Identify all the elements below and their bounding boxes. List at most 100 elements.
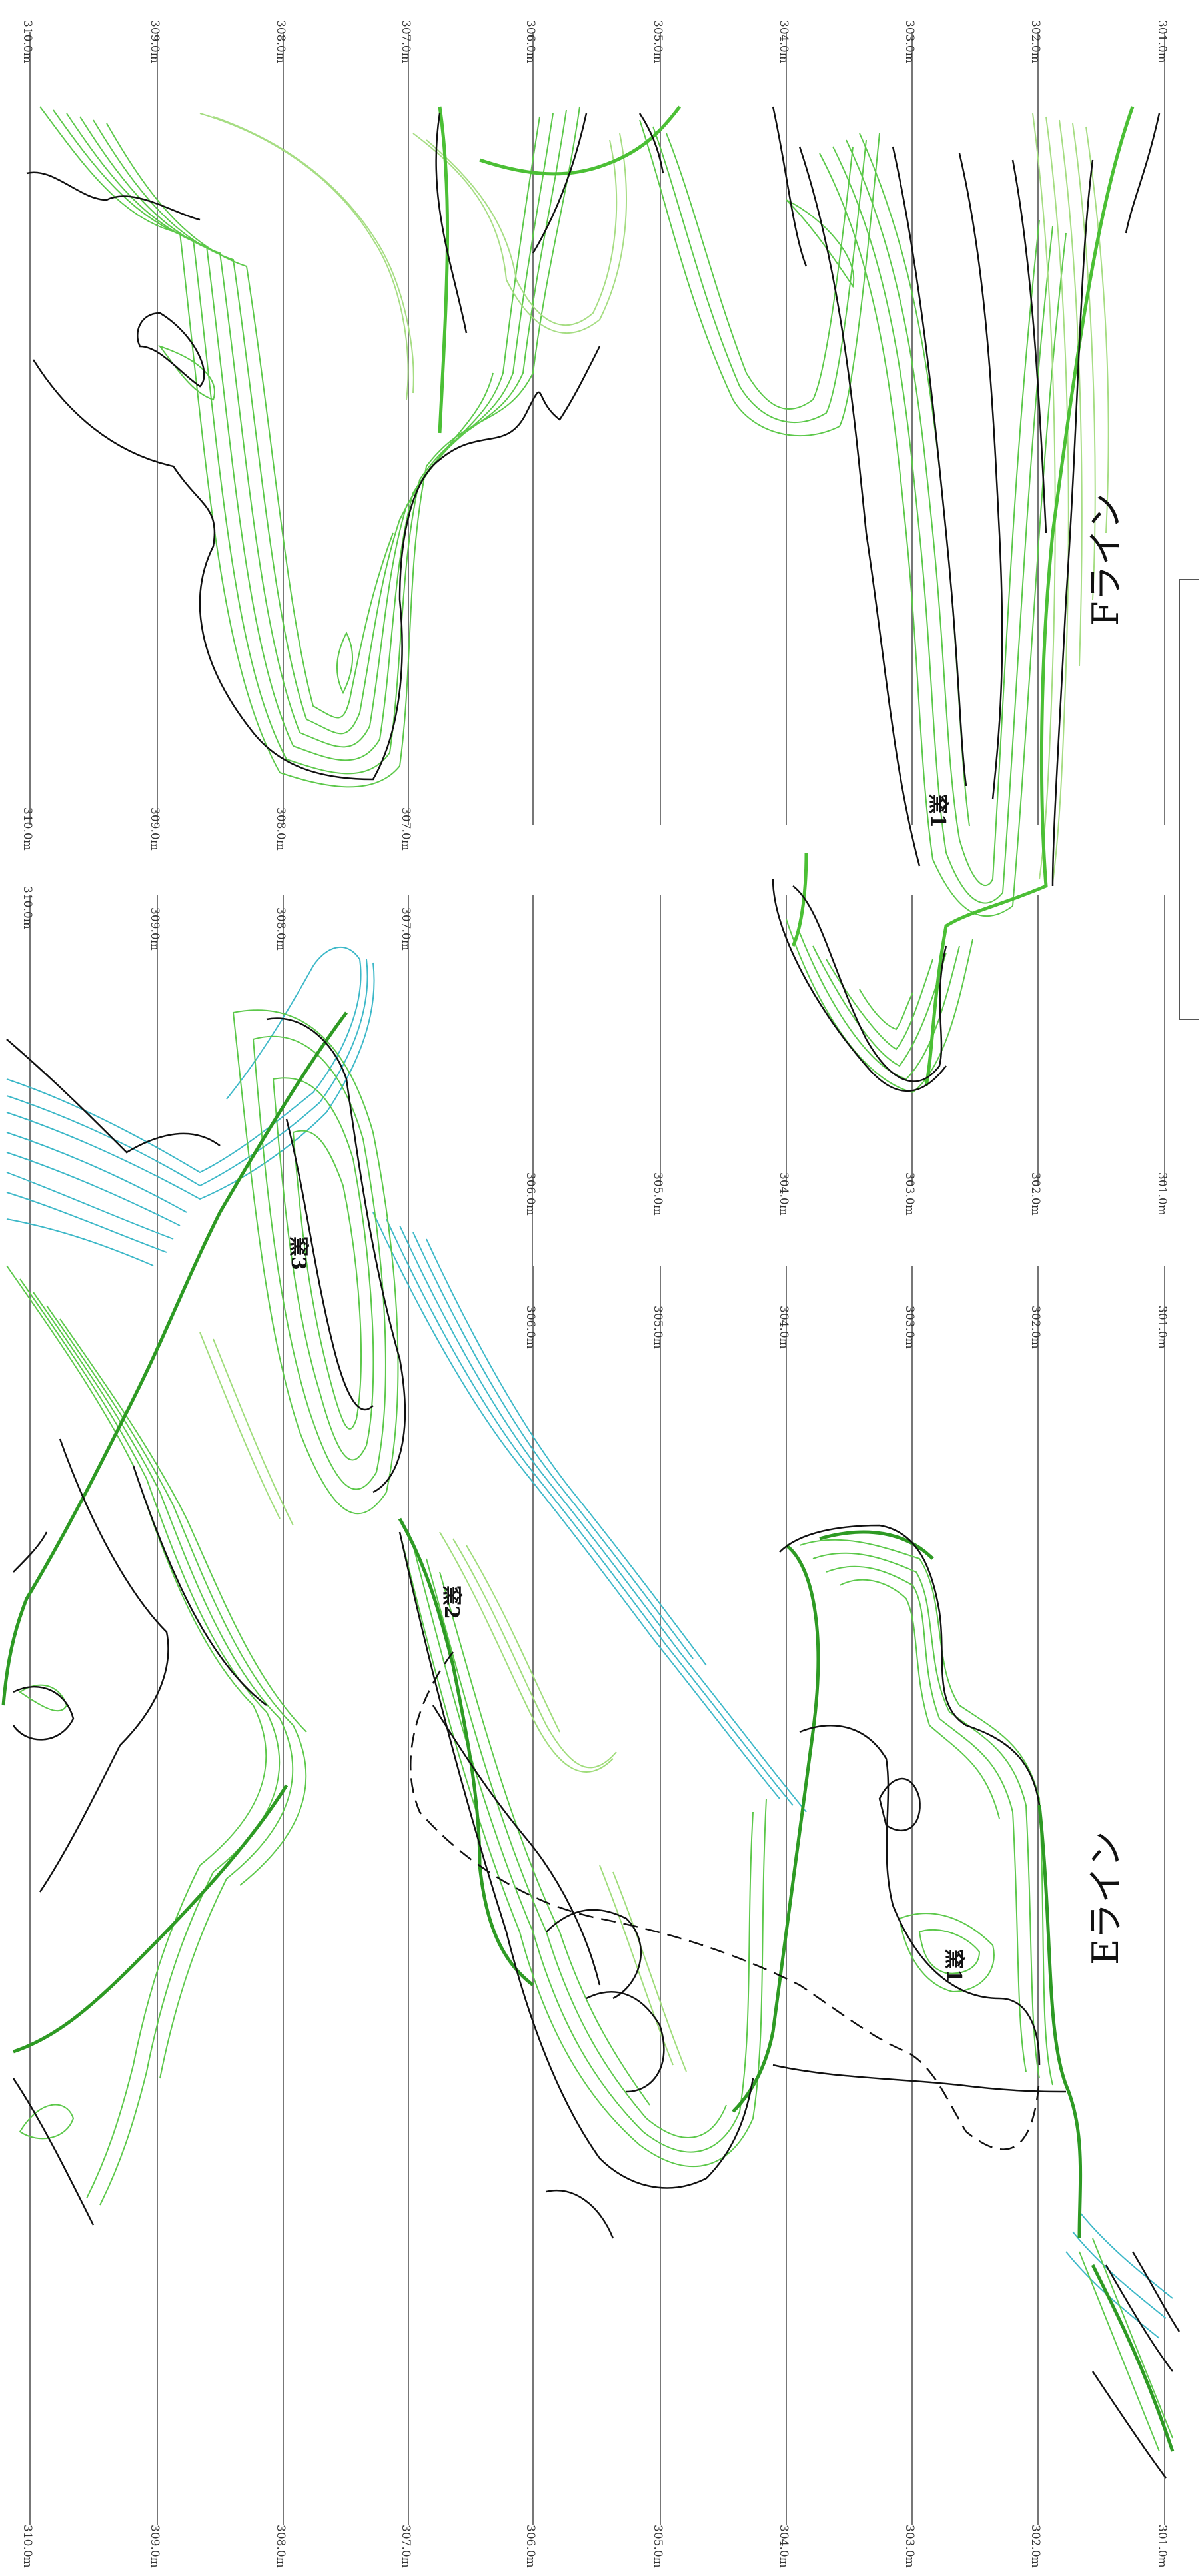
f-contour — [812, 945, 947, 1067]
e-contour — [272, 1077, 374, 1461]
f-line-title: Fライン — [1085, 494, 1127, 626]
f-kiln-label-1: 窯1 — [926, 794, 949, 828]
e-contour — [439, 1571, 650, 2106]
e-bottom-label-307: 307.0m — [399, 2525, 412, 2568]
e-contour-black — [432, 1705, 601, 1986]
f-low-label-305: 305.0m — [651, 1172, 664, 1216]
e-contour-cyan — [6, 1192, 167, 1253]
e-contour — [1092, 2238, 1173, 2439]
f-contour — [666, 133, 854, 410]
f-ridge — [438, 106, 450, 434]
e-upper-label-301: 301.0m — [1155, 1306, 1169, 1349]
f-contour — [819, 153, 1067, 917]
e-bottom-label-302: 302.0m — [1029, 2525, 1042, 2568]
f-low-label-303: 303.0m — [903, 1172, 916, 1216]
f-contour — [1045, 116, 1069, 883]
e-line-dashed-route — [410, 1651, 1041, 2150]
f-low-label-301: 301.0m — [1155, 1172, 1169, 1216]
e-contour-black — [878, 1777, 921, 1832]
e-contour-light — [466, 1545, 560, 1733]
f-top-label-303: 303.0m — [903, 20, 916, 63]
e-contour-cyan — [399, 1225, 807, 1813]
e-contour-cyan — [6, 1132, 187, 1213]
f-contour-black — [137, 312, 205, 388]
e-line-green-contours — [6, 1009, 1173, 2452]
e-contour-cyan — [6, 962, 375, 1200]
e-kiln-label-3: 窯3 — [287, 1236, 310, 1270]
e-bottom-label-301: 301.0m — [1155, 2525, 1169, 2568]
e-contour-light — [199, 1332, 281, 1519]
f-top-label-301: 301.0m — [1155, 20, 1169, 63]
f-top-label-302: 302.0m — [1029, 20, 1042, 63]
e-line-title: Eライン — [1085, 1831, 1127, 1965]
f-contour-black — [792, 885, 947, 1082]
e-top-label-310: 310.0m — [21, 886, 34, 929]
upper-lower-gap-right — [0, 825, 1200, 895]
e-bottom-label-308: 308.0m — [274, 2525, 287, 2568]
e-contour — [19, 1684, 68, 1712]
f-contour — [336, 631, 354, 695]
e-contour — [399, 1531, 767, 2168]
f-contour — [639, 119, 880, 437]
f-contour — [832, 146, 1053, 904]
f-contour — [786, 919, 973, 1094]
e-kiln-label-1: 窯1 — [942, 1949, 965, 1983]
e-contour — [46, 1305, 307, 1886]
e-top-label-308: 308.0m — [274, 907, 287, 951]
f-contour — [1059, 119, 1083, 667]
e-contour — [59, 1318, 307, 1733]
e-contour-black — [772, 2064, 1067, 2093]
f-contour-black — [1051, 159, 1094, 887]
f-line-panel — [26, 105, 1161, 1094]
f-contour — [846, 139, 1040, 887]
e-contour-light — [612, 1871, 687, 2072]
f-low-label-302: 302.0m — [1029, 1172, 1042, 1216]
e-upper-label-303: 303.0m — [903, 1306, 916, 1349]
f-low-label-306: 306.0m — [524, 1172, 537, 1216]
bottom-gap — [0, 2525, 1200, 2576]
e-upper-label-306: 306.0m — [524, 1306, 537, 1349]
f-top-label-304: 304.0m — [777, 20, 790, 63]
f-contour-black — [26, 171, 201, 221]
e-bottom-label-309: 309.0m — [148, 2525, 161, 2568]
e-contour-black — [1105, 2264, 1174, 2372]
e-contour-cyan — [386, 1218, 794, 1806]
e-contour — [839, 1579, 1000, 1819]
f-contour-black — [32, 346, 601, 781]
e-contour-cyan — [6, 1172, 174, 1240]
e-upper-label-302: 302.0m — [1029, 1306, 1042, 1349]
e-ridge — [732, 1544, 820, 2113]
e-contour — [292, 1130, 362, 1430]
e-contour — [412, 1545, 754, 2153]
e-line-black-contours — [6, 1017, 1181, 2479]
f-contour-black — [958, 153, 1003, 800]
e-contour-light — [213, 1338, 294, 1526]
f-contour — [826, 959, 933, 1051]
f-contour-black — [798, 146, 921, 867]
mid-gap-left — [533, 1186, 1200, 1266]
e-contour-black — [39, 1438, 169, 1893]
f-contour — [412, 133, 627, 334]
e-contour-cyan — [6, 947, 362, 1174]
f-contour — [1085, 126, 1109, 534]
f-contour-black — [1011, 159, 1047, 534]
e-contour-black — [1091, 2371, 1167, 2479]
e-line-ridges — [1, 1011, 1175, 2452]
e-contour — [252, 1035, 386, 1490]
f-line-black-contours — [26, 106, 1161, 1092]
f-top-label-308: 308.0m — [274, 20, 287, 63]
e-contour — [426, 1558, 727, 2138]
f-top-label-310: 310.0m — [21, 20, 34, 63]
e-line-cyan-contours — [6, 947, 1173, 2339]
f-contour — [53, 109, 567, 775]
e-ridge — [398, 1517, 534, 1986]
e-contour — [799, 1539, 1053, 2086]
f-ridge — [479, 105, 681, 176]
e-contour — [812, 1552, 1040, 2079]
e-contour-black — [12, 1685, 75, 1741]
e-contour-cyan — [1072, 2231, 1167, 2319]
f-contour — [199, 113, 409, 400]
e-contour — [6, 1265, 267, 2199]
